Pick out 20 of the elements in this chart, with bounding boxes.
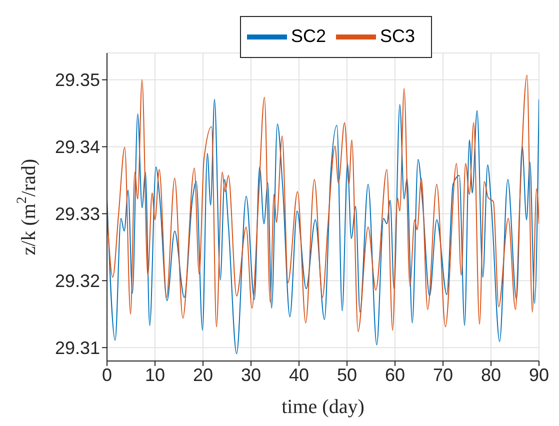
x-tick-label: 90 [528, 364, 550, 385]
y-tick-label: 29.33 [54, 204, 100, 224]
x-tick-label: 0 [102, 364, 112, 385]
x-tick-label: 80 [480, 364, 502, 385]
x-axis-title: time (day) [282, 396, 364, 418]
legend-label: SC2 [291, 26, 326, 46]
y-tick-label: 29.32 [54, 271, 100, 292]
x-tick-label: 60 [384, 364, 406, 385]
y-tick-label: 29.31 [54, 338, 100, 358]
x-tick-label: 40 [288, 364, 310, 385]
line-series [107, 98, 539, 354]
y-tick-label: 29.35 [54, 70, 100, 90]
x-tick-label: 50 [336, 364, 358, 385]
line-series [107, 74, 539, 332]
x-tick-label: 20 [192, 364, 214, 385]
x-tick-label: 10 [144, 364, 166, 385]
x-tick-label: 30 [240, 364, 262, 385]
y-tick-label: 29.34 [54, 137, 100, 158]
x-tick-label: 70 [432, 364, 454, 385]
legend-label: SC3 [380, 26, 416, 46]
